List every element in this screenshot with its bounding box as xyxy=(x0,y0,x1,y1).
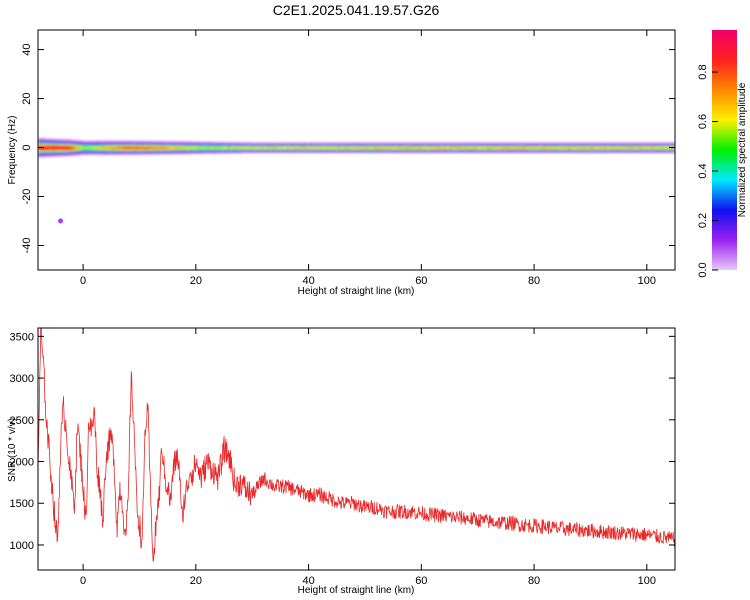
colorbar-tick-label: 0.8 xyxy=(697,64,709,79)
colorbar-gradient xyxy=(712,30,737,270)
colorbar-tick-label: 0.0 xyxy=(697,262,709,277)
snr-ytick-label: 2500 xyxy=(10,415,34,427)
spectrogram-panel: 0 20 40 60 80 100 -40 -20 0 20 40 Height of straig… xyxy=(7,29,676,297)
spectrogram-xlabel: Height of straight line (km) xyxy=(298,286,415,297)
colorbar-ticks: 0.0 0.2 0.4 0.6 0.8 xyxy=(697,64,718,278)
snr-xtick-label: 20 xyxy=(190,575,202,587)
spectrogram-frame xyxy=(37,29,676,271)
snr-series-line xyxy=(38,328,675,563)
colorbar-tick-label: 0.4 xyxy=(697,163,709,178)
snr-ytick-label: 1000 xyxy=(10,540,34,552)
snr-frame xyxy=(37,327,676,571)
spectrogram-ytick-label: -40 xyxy=(21,238,33,254)
snr-xtick-label: 80 xyxy=(528,575,540,587)
spectrogram-xtick-label: 60 xyxy=(415,275,427,287)
snr-ticks: 0 20 40 60 80 100 1000 1500 2000 2500 3000 3500 xyxy=(10,328,675,587)
snr-panel: 0 20 40 60 80 100 1000 1500 2000 2500 3000 3500 Hei… xyxy=(7,327,676,596)
colorbar-tick-label: 0.6 xyxy=(697,114,709,129)
spectrogram-ticks: 0 20 40 60 80 100 -40 -20 0 20 40 xyxy=(21,30,675,287)
snr-ytick-label: 2000 xyxy=(10,457,34,469)
snr-xtick-label: 100 xyxy=(638,575,656,587)
spectrogram-ylabel: Frequency (Hz) xyxy=(7,116,18,185)
snr-xtick-label: 60 xyxy=(415,575,427,587)
snr-xtick-label: 0 xyxy=(80,575,86,587)
spectrogram-ytick-label: 0 xyxy=(21,144,33,150)
snr-ytick-label: 3500 xyxy=(10,331,34,343)
colorbar: 0.0 0.2 0.4 0.6 0.8 Normalized spectral ampl… xyxy=(697,30,748,278)
spectrogram-xtick-label: 80 xyxy=(528,275,540,287)
snr-ytick-label: 3000 xyxy=(10,373,34,385)
colorbar-label: Normalized spectral amplitude xyxy=(737,82,748,217)
spectrogram-outlier-point xyxy=(58,218,64,224)
spectrogram-ytick-label: -20 xyxy=(21,189,33,205)
spectrogram-ytick-label: 40 xyxy=(21,43,33,55)
spectrogram-xtick-label: 40 xyxy=(302,275,314,287)
snr-ytick-label: 1500 xyxy=(10,498,34,510)
snr-ylabel: SNR (10 * v/v) xyxy=(7,418,18,482)
spectrogram-xtick-label: 0 xyxy=(80,275,86,287)
snr-xtick-label: 40 xyxy=(302,575,314,587)
spectrogram-xtick-label: 20 xyxy=(190,275,202,287)
colorbar-tick-label: 0.2 xyxy=(697,213,709,228)
chart-title: C2E1.2025.041.19.57.G26 xyxy=(273,2,440,18)
spectrogram-ytick-label: 20 xyxy=(21,92,33,104)
snr-xlabel: Height of straight line (km) xyxy=(298,585,415,596)
spectrogram-heatmap xyxy=(38,137,675,224)
spectrogram-xtick-label: 100 xyxy=(638,275,656,287)
